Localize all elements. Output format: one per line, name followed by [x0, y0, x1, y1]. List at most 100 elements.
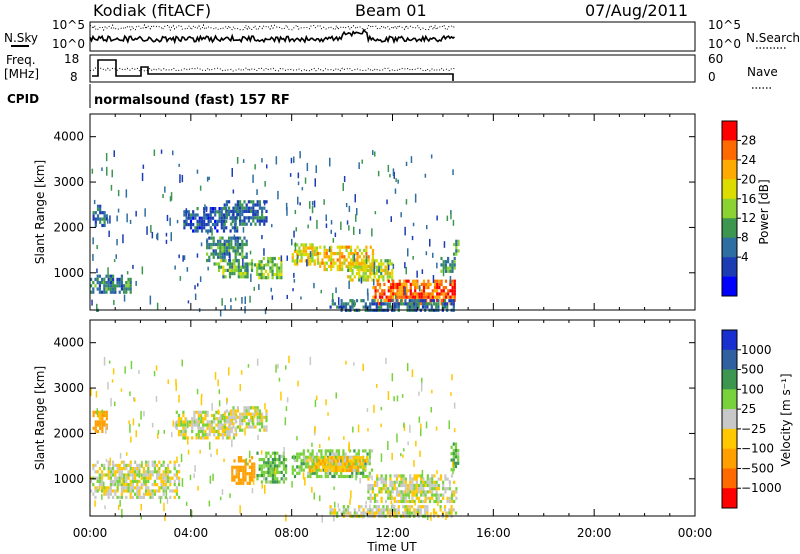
heatmap-cell: [359, 478, 361, 484]
heatmap-cell: [369, 499, 372, 504]
heatmap-cell: [310, 468, 313, 473]
heatmap-cell: [248, 459, 251, 463]
heatmap-cell: [411, 279, 415, 283]
heatmap-cell: [349, 511, 352, 515]
heatmap-cell: [116, 463, 119, 467]
heatmap-cell: [414, 193, 417, 203]
heatmap-cell: [101, 486, 104, 490]
heatmap-cell: [300, 259, 303, 263]
heatmap-cell: [420, 499, 423, 504]
heatmap-cell: [212, 249, 215, 253]
heatmap-cell: [196, 229, 199, 233]
heatmap-cell: [120, 284, 123, 288]
heatmap-cell: [382, 480, 385, 484]
date-title: 07/Aug/2011: [585, 1, 688, 20]
heatmap-cell: [180, 423, 183, 427]
heatmap-cell: [256, 419, 259, 423]
heatmap-cell: [138, 370, 140, 374]
heatmap-cell: [291, 468, 294, 472]
heatmap-cell: [368, 449, 371, 453]
heatmap-cell: [362, 515, 364, 519]
heatmap-cell: [388, 272, 392, 276]
heatmap-cell: [219, 236, 222, 240]
heatmap-cell: [206, 238, 208, 247]
heatmap-cell: [297, 196, 299, 205]
heatmap-cell: [210, 242, 213, 247]
heatmap-cell: [393, 171, 395, 179]
heatmap-cell: [286, 207, 288, 216]
heatmap-cell: [348, 462, 352, 466]
velocity-colorbar-tick-label: −100: [741, 442, 774, 456]
heatmap-cell: [263, 428, 266, 432]
heatmap-cell: [351, 272, 354, 276]
heatmap-cell: [135, 280, 137, 286]
heatmap-cell: [296, 465, 299, 469]
velocity-colorbar-swatch: [722, 389, 737, 410]
range-tick-label: 1000: [53, 472, 84, 486]
heatmap-cell: [371, 248, 375, 252]
heatmap-cell: [247, 364, 250, 368]
heatmap-cell: [214, 371, 217, 380]
heatmap-cell: [343, 468, 347, 473]
heatmap-cell: [123, 479, 126, 483]
heatmap-cell: [431, 295, 434, 299]
heatmap-cell: [341, 261, 344, 265]
heatmap-cell: [197, 423, 200, 427]
heatmap-cell: [355, 511, 359, 515]
heatmap-cell: [316, 261, 320, 265]
heatmap-cell: [382, 268, 385, 272]
heatmap-cell: [386, 275, 389, 279]
heatmap-cell: [118, 476, 121, 480]
heatmap-cell: [96, 274, 99, 278]
heatmap-cell: [374, 289, 377, 293]
heatmap-cell: [357, 424, 360, 433]
heatmap-cell: [221, 298, 223, 306]
heatmap-cell: [335, 465, 338, 469]
heatmap-cell: [237, 465, 240, 469]
heatmap-cell: [94, 429, 97, 434]
heatmap-cell: [189, 213, 193, 217]
heatmap-cell: [387, 289, 390, 293]
heatmap-cell: [432, 299, 436, 303]
heatmap-cell: [358, 255, 361, 259]
heatmap-cell: [395, 480, 399, 484]
heatmap-cell: [232, 415, 235, 419]
heatmap-cell: [196, 223, 199, 227]
heatmap-cell: [256, 269, 259, 273]
heatmap-cell: [364, 302, 367, 306]
heatmap-cell: [362, 299, 365, 303]
heatmap-cell: [395, 477, 399, 481]
heatmap-cell: [151, 470, 154, 474]
heatmap-cell: [206, 246, 209, 250]
heatmap-cell: [384, 508, 387, 512]
heatmap-cell: [213, 420, 216, 424]
heatmap-cell: [375, 272, 378, 276]
heatmap-cell: [275, 269, 279, 273]
heatmap-cell: [382, 505, 385, 509]
heatmap-cell: [127, 463, 130, 467]
heatmap-cell: [243, 222, 246, 226]
heatmap-cell: [366, 462, 369, 466]
heatmap-cell: [332, 238, 335, 243]
heatmap-cell: [117, 482, 119, 491]
heatmap-cell: [243, 236, 246, 240]
heatmap-cell: [421, 299, 425, 303]
heatmap-cell: [276, 451, 279, 455]
heatmap-cell: [418, 292, 421, 296]
heatmap-cell: [225, 207, 228, 211]
heatmap-cell: [390, 500, 393, 505]
heatmap-cell: [252, 422, 255, 426]
heatmap-cell: [455, 246, 458, 250]
heatmap-cell: [417, 299, 420, 303]
heatmap-cell: [234, 216, 237, 220]
heatmap-cell: [433, 295, 437, 299]
heatmap-cell: [346, 474, 349, 479]
heatmap-cell: [296, 471, 299, 475]
heatmap-cell: [234, 297, 237, 301]
heatmap-cell: [364, 465, 367, 469]
heatmap-cell: [338, 261, 342, 265]
heatmap-cell: [116, 281, 119, 285]
heatmap-cell: [195, 418, 198, 425]
heatmap-cell: [347, 261, 350, 265]
heatmap-cell: [330, 268, 333, 272]
